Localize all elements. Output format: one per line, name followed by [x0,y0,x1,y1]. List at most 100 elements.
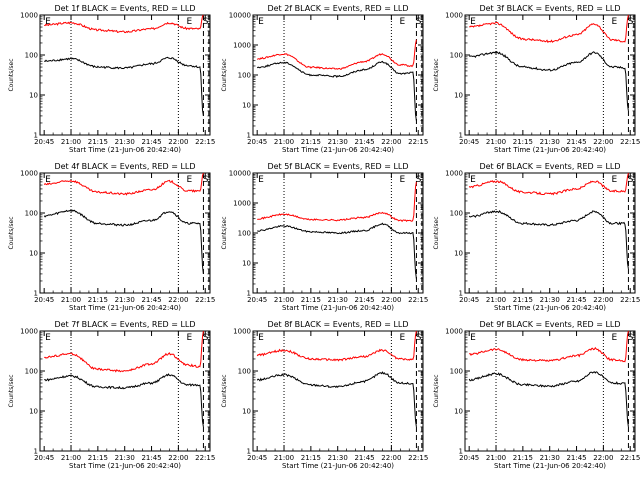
events-series-line [44,373,204,427]
y-tick-label: 1000 [445,12,463,20]
x-tick-label: 21:15 [301,454,321,462]
event-marker: S [203,333,209,343]
lld-series-line [44,330,204,373]
x-axis-label: Start Time (21-Jun-06 20:42:40) [494,146,606,154]
event-marker: E [187,175,193,185]
chart-panel: Det 9f BLACK = Events, RED = LLD Counts/s… [433,320,640,470]
y-tick-label: 1 [247,290,251,298]
event-marker: S [628,175,634,185]
event-marker: S [203,175,209,185]
y-axis-label: Counts/sec [221,216,228,249]
chart-title: Det 3f BLACK = Events, RED = LLD [479,4,620,13]
event-marker: E [45,175,51,185]
x-tick-label: 21:45 [141,296,161,304]
y-tick-label: 100 [238,72,251,80]
y-tick-label: 1 [34,132,38,140]
chart-panel: Det 8f BLACK = Events, RED = LLD Counts/s… [221,320,428,470]
y-tick-label: 10 [29,250,38,258]
x-axis-label: Start Time (21-Jun-06 20:42:40) [282,146,394,154]
event-marker: S [628,333,634,343]
event-marker: E [258,175,264,185]
chart-panel: Det 5f BLACK = Events, RED = LLD Counts/s… [221,162,428,312]
event-marker: E [400,175,406,185]
chart-title: Det 7f BLACK = Events, RED = LLD [54,320,195,329]
x-tick-label: 22:00 [381,454,401,462]
chart-panel: Det 7f BLACK = Events, RED = LLD Counts/s… [8,320,215,470]
x-tick-label: 21:30 [115,454,135,462]
x-tick-label: 21:30 [328,296,348,304]
lld-series-line [256,330,417,362]
y-tick-label: 10 [454,250,463,258]
plot-frame [464,14,636,136]
event-marker: S [628,17,634,27]
x-tick-label: 22:15 [408,454,428,462]
events-series-line [469,50,629,111]
y-tick-label: 100 [238,230,251,238]
events-series-line [256,371,417,427]
event-marker: E [470,175,476,185]
chart-panel: Det 6f BLACK = Events, RED = LLD Counts/s… [433,162,640,312]
x-tick-label: 21:15 [513,454,533,462]
x-axis-label: Start Time (21-Jun-06 20:42:40) [69,304,181,312]
y-axis-label: Counts/sec [221,58,228,91]
y-tick-label: 1 [459,132,463,140]
x-tick-label: 20:45 [459,138,479,146]
events-series-line [44,56,204,116]
event-marker: S [416,175,422,185]
chart-title: Det 6f BLACK = Events, RED = LLD [479,162,620,171]
y-axis-label: Counts/sec [8,216,15,249]
x-tick-label: 21:00 [61,296,81,304]
x-tick-label: 21:00 [274,454,294,462]
lld-series-line [469,330,629,363]
y-tick-label: 100 [450,210,463,218]
events-series-line [256,60,417,121]
chart-panel: Det 4f BLACK = Events, RED = LLD Counts/s… [8,162,215,312]
x-axis-label: Start Time (21-Jun-06 20:42:40) [282,304,394,312]
y-tick-label: 1000 [445,328,463,336]
x-axis-label: Start Time (21-Jun-06 20:42:40) [69,146,181,154]
x-tick-label: 21:45 [566,138,586,146]
event-marker: E [258,333,264,343]
y-tick-label: 10 [454,408,463,416]
y-axis-label: Counts/sec [433,374,440,407]
x-tick-label: 21:15 [513,138,533,146]
x-tick-label: 21:15 [513,296,533,304]
x-tick-label: 21:15 [301,138,321,146]
y-tick-label: 1000 [20,12,38,20]
y-tick-label: 10000 [229,170,251,178]
events-series-line [257,222,417,279]
x-tick-label: 21:45 [354,138,374,146]
chart-title: Det 2f BLACK = Events, RED = LLD [267,4,408,13]
y-axis-label: Counts/sec [221,374,228,407]
plot-frame [252,14,424,136]
x-tick-label: 21:00 [486,454,506,462]
x-tick-label: 22:00 [593,454,613,462]
y-tick-label: 100 [25,52,38,60]
y-tick-label: 1000 [20,328,38,336]
x-tick-label: 21:30 [328,138,348,146]
chart-panel: Det 3f BLACK = Events, RED = LLD Counts/s… [433,4,640,154]
event-marker: E [187,17,193,27]
event-marker: E [612,175,618,185]
x-tick-label: 21:00 [486,138,506,146]
event-marker: E [400,333,406,343]
y-tick-label: 1 [34,290,38,298]
x-tick-label: 21:30 [540,454,560,462]
y-tick-label: 100 [238,368,251,376]
y-tick-label: 10 [29,92,38,100]
y-tick-label: 10 [242,102,251,110]
event-marker: E [258,17,264,27]
y-tick-label: 10 [242,260,251,268]
chart-title: Det 9f BLACK = Events, RED = LLD [479,320,620,329]
x-tick-label: 20:45 [459,296,479,304]
y-tick-label: 10 [29,408,38,416]
x-tick-label: 22:00 [168,454,188,462]
event-marker: E [45,333,51,343]
y-tick-label: 10 [454,92,463,100]
x-tick-label: 22:15 [408,296,428,304]
x-tick-label: 21:15 [88,296,108,304]
plot-frame [252,330,424,452]
lld-series-line [468,172,629,196]
event-marker: E [400,17,406,27]
